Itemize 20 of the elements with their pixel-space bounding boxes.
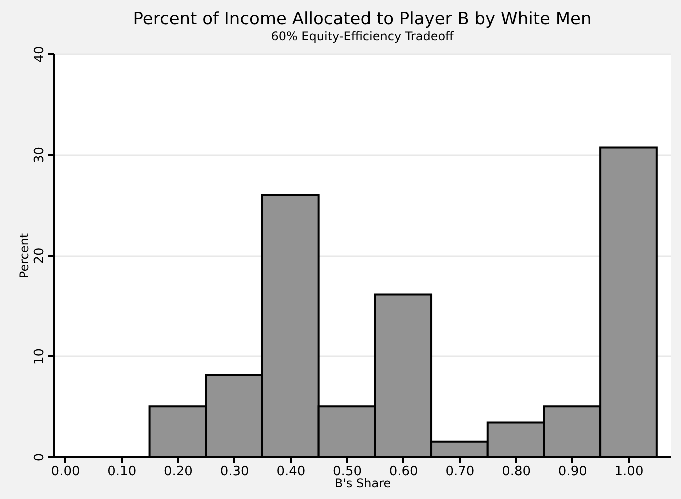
y-tick-label: 40 (32, 46, 48, 63)
y-tick-label: 20 (32, 248, 48, 264)
x-tick-label: 0.20 (164, 464, 193, 480)
chart-title: Percent of Income Allocated to Player B by White Men (133, 10, 592, 30)
x-tick-label: 0.40 (276, 464, 306, 480)
x-axis-title: B's Share (334, 476, 392, 490)
x-tick-label: 1.00 (614, 464, 644, 480)
y-tick-label: 30 (32, 146, 48, 164)
y-tick-label: 10 (32, 348, 48, 366)
x-tick-label: 0.70 (446, 464, 475, 480)
x-tick-label: 0.10 (108, 464, 137, 480)
x-tick-label: 0.90 (558, 464, 588, 480)
x-tick-label: 0.50 (333, 464, 362, 480)
x-tick-label: 0.80 (502, 464, 532, 480)
chart-subtitle: 60% Equity-Efficiency Tradeoff (271, 30, 455, 44)
x-tick-label: 0.30 (220, 464, 250, 480)
y-tick-label: 0 (32, 453, 48, 462)
x-tick-label: 0.60 (389, 464, 418, 480)
x-tick-label: 0.00 (51, 464, 80, 480)
y-axis-title: Percent (18, 233, 32, 279)
